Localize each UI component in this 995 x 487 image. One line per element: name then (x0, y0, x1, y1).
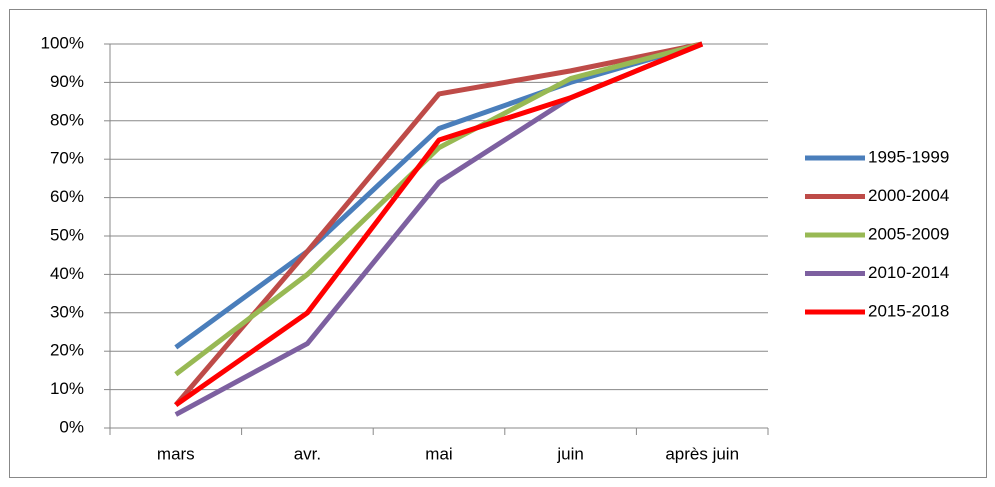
legend-label: 2000-2004 (868, 186, 949, 205)
legend-label: 2015-2018 (868, 301, 949, 320)
y-tick-label: 50% (50, 225, 84, 244)
y-tick-label: 40% (50, 264, 84, 283)
y-tick-label: 90% (50, 72, 84, 91)
x-tick-label: mai (425, 444, 452, 463)
chart-frame (9, 9, 987, 478)
x-tick-label: mars (157, 444, 195, 463)
y-tick-label: 20% (50, 341, 84, 360)
x-tick-label: juin (556, 444, 583, 463)
y-tick-label: 70% (50, 149, 84, 168)
x-tick-label: avr. (294, 444, 321, 463)
legend-label: 2010-2014 (868, 263, 949, 282)
y-tick-label: 80% (50, 110, 84, 129)
y-tick-label: 60% (50, 187, 84, 206)
y-tick-label: 0% (59, 417, 84, 436)
legend-label: 2005-2009 (868, 224, 949, 243)
legend-label: 1995-1999 (868, 147, 949, 166)
series-line (174, 41, 703, 377)
y-tick-label: 100% (41, 33, 84, 52)
y-tick-label: 10% (50, 379, 84, 398)
series-line (173, 41, 703, 407)
series-line (174, 41, 704, 408)
y-tick-label: 30% (50, 302, 84, 321)
x-tick-label: après juin (665, 444, 739, 463)
